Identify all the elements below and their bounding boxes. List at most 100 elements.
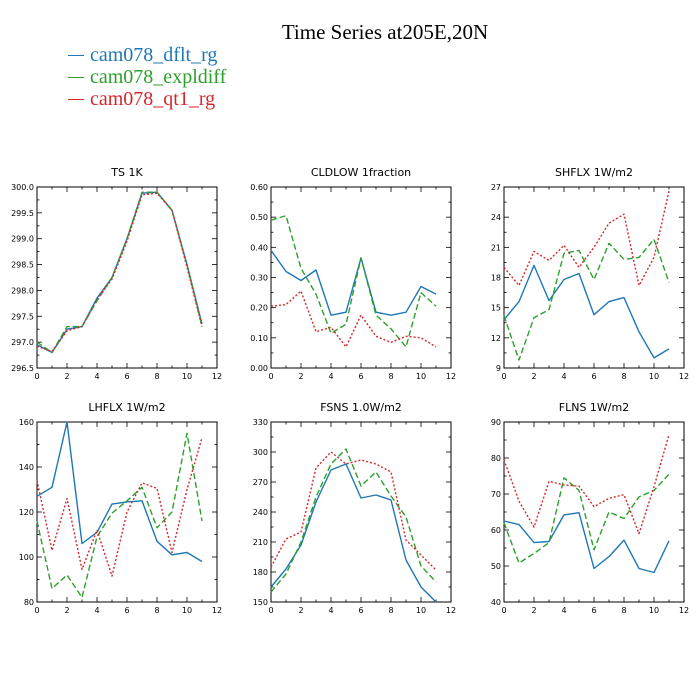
y-tick-label: 210 xyxy=(253,538,268,547)
y-tick-label: 40 xyxy=(491,598,501,607)
x-tick-label: 4 xyxy=(561,372,566,381)
y-tick-label: 300.0 xyxy=(11,183,34,192)
x-tick-label: 4 xyxy=(94,606,99,615)
y-tick-label: 0.40 xyxy=(250,243,268,252)
y-tick-label: 80 xyxy=(491,454,501,463)
legend-item: cam078_dflt_rg xyxy=(68,44,226,66)
x-tick-label: 6 xyxy=(358,372,363,381)
series-line-2 xyxy=(270,214,437,348)
series-line-2 xyxy=(36,432,203,599)
panel-title: LHFLX 1W/m2 xyxy=(88,401,165,414)
x-tick-label: 8 xyxy=(388,606,393,615)
x-tick-label: 12 xyxy=(446,606,456,615)
x-tick-label: 6 xyxy=(124,606,129,615)
figure-title: Time Series at205E,20N xyxy=(281,20,489,44)
x-tick-label: 12 xyxy=(679,606,689,615)
series-line-3 xyxy=(270,451,437,571)
x-tick-label: 6 xyxy=(358,606,363,615)
y-tick-label: 0.60 xyxy=(250,183,268,192)
x-tick-label: 8 xyxy=(388,372,393,381)
y-tick-label: 0.50 xyxy=(250,213,268,222)
y-tick-label: 160 xyxy=(19,418,34,427)
x-tick-label: 6 xyxy=(591,372,596,381)
series-line-3 xyxy=(270,290,437,348)
y-tick-label: 27 xyxy=(491,183,501,192)
series-line-2 xyxy=(503,473,670,564)
x-tick-label: 0 xyxy=(268,372,273,381)
x-tick-label: 0 xyxy=(34,372,39,381)
y-tick-label: 0.10 xyxy=(250,334,268,343)
y-tick-label: 300 xyxy=(253,448,268,457)
x-tick-label: 12 xyxy=(679,372,689,381)
y-tick-label: 299.5 xyxy=(11,209,34,218)
series-line-1 xyxy=(36,191,203,354)
x-tick-label: 12 xyxy=(212,372,222,381)
legend-item: cam078_expldiff xyxy=(68,66,226,88)
series-line-3 xyxy=(36,192,203,353)
x-tick-label: 8 xyxy=(621,372,626,381)
x-tick-label: 4 xyxy=(561,606,566,615)
x-tick-label: 0 xyxy=(501,606,506,615)
y-tick-label: 60 xyxy=(491,526,501,535)
x-tick-label: 4 xyxy=(94,372,99,381)
series-line-2 xyxy=(503,238,670,361)
legend: cam078_dflt_rg cam078_expldiff cam078_qt… xyxy=(68,44,226,110)
series-line-1 xyxy=(503,512,670,574)
x-tick-label: 8 xyxy=(154,372,159,381)
y-tick-label: 298.0 xyxy=(11,286,34,295)
panel-title: TS 1K xyxy=(110,166,143,179)
y-tick-label: 15 xyxy=(491,304,501,313)
y-tick-label: 21 xyxy=(491,243,501,252)
x-tick-label: 10 xyxy=(416,606,426,615)
legend-label: cam078_qt1_rg xyxy=(90,87,216,110)
series-line-1 xyxy=(270,249,437,316)
x-tick-label: 6 xyxy=(591,606,596,615)
series-line-1 xyxy=(503,264,670,359)
plot-frame xyxy=(503,186,685,369)
legend-item: cam078_qt1_rg xyxy=(68,88,226,110)
x-tick-label: 10 xyxy=(649,606,659,615)
plot-frame xyxy=(270,186,452,369)
y-tick-label: 330 xyxy=(253,418,268,427)
y-tick-label: 18 xyxy=(491,274,501,283)
series-line-3 xyxy=(503,434,670,535)
series-line-3 xyxy=(36,437,203,577)
x-tick-label: 2 xyxy=(64,372,69,381)
panel-title: FSNS 1.0W/m2 xyxy=(320,401,402,414)
y-tick-label: 24 xyxy=(491,213,501,222)
y-tick-label: 297.5 xyxy=(11,312,34,321)
y-tick-label: 270 xyxy=(253,478,268,487)
y-tick-label: 150 xyxy=(253,598,268,607)
series-line-1 xyxy=(270,463,437,603)
panel-title: CLDLOW 1fraction xyxy=(311,166,411,179)
y-tick-label: 70 xyxy=(491,490,501,499)
y-tick-label: 80 xyxy=(24,598,34,607)
x-tick-label: 10 xyxy=(182,372,192,381)
y-tick-label: 297.0 xyxy=(11,338,34,347)
x-tick-label: 2 xyxy=(531,372,536,381)
y-tick-label: 140 xyxy=(19,463,34,472)
y-tick-label: 0.20 xyxy=(250,304,268,313)
x-tick-label: 12 xyxy=(446,372,456,381)
x-tick-label: 0 xyxy=(268,606,273,615)
y-tick-label: 120 xyxy=(19,508,34,517)
y-tick-label: 12 xyxy=(491,334,501,343)
y-tick-label: 0.00 xyxy=(250,364,268,373)
y-tick-label: 0.30 xyxy=(250,274,268,283)
plot-frame xyxy=(270,421,452,603)
x-tick-label: 2 xyxy=(64,606,69,615)
x-tick-label: 8 xyxy=(621,606,626,615)
x-tick-label: 10 xyxy=(416,372,426,381)
x-tick-label: 2 xyxy=(531,606,536,615)
x-tick-label: 6 xyxy=(124,372,129,381)
x-tick-label: 0 xyxy=(501,372,506,381)
x-tick-label: 8 xyxy=(154,606,159,615)
x-tick-label: 10 xyxy=(182,606,192,615)
y-tick-label: 299.0 xyxy=(11,235,34,244)
y-tick-label: 90 xyxy=(491,418,501,427)
series-line-2 xyxy=(36,191,203,354)
panel-title: FLNS 1W/m2 xyxy=(559,401,629,414)
x-tick-label: 2 xyxy=(298,372,303,381)
y-tick-label: 100 xyxy=(19,553,34,562)
